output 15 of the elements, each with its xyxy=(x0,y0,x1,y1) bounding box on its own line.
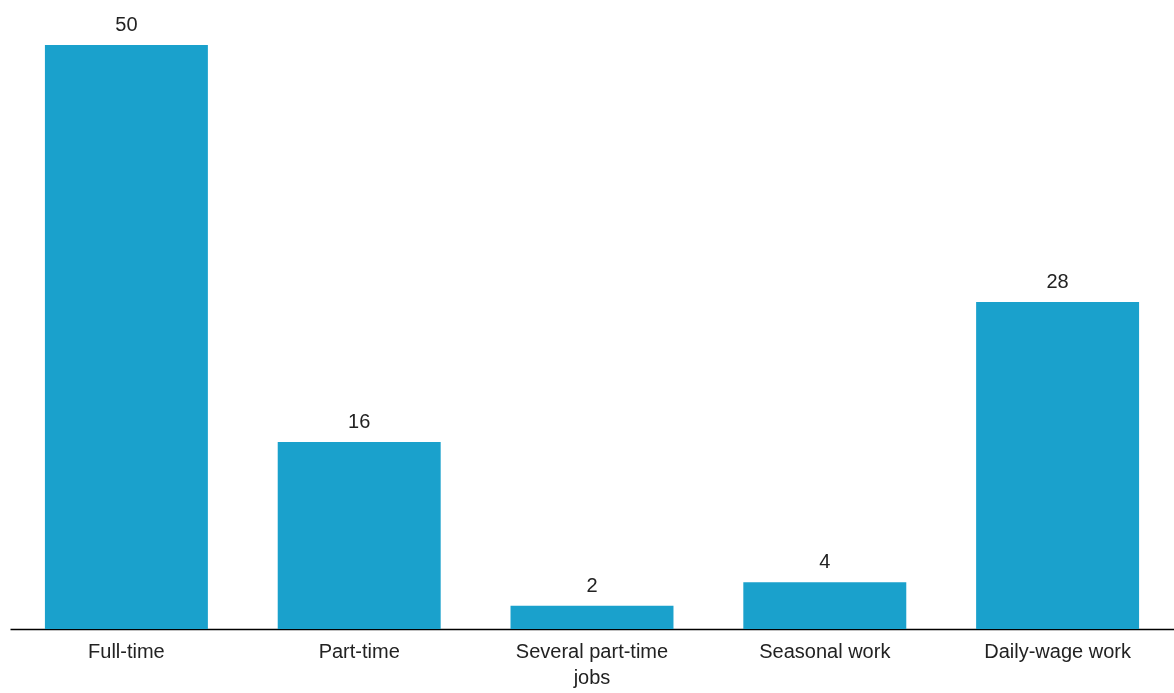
data-label: 28 xyxy=(1046,269,1069,292)
x-tick-label: Daily-wage work xyxy=(984,639,1132,662)
x-tick-label: Several part-time jobs xyxy=(515,639,669,688)
bar xyxy=(44,45,208,629)
bar xyxy=(743,582,907,629)
data-label: 50 xyxy=(115,13,138,35)
bar xyxy=(976,301,1140,629)
x-tick-label: Seasonal work xyxy=(759,639,892,662)
bar xyxy=(510,605,674,629)
x-tick-label: Part-time xyxy=(318,639,400,662)
data-label: 2 xyxy=(586,573,598,596)
data-label: 16 xyxy=(348,410,371,433)
x-tick-label: Full-time xyxy=(88,639,165,662)
data-label: 4 xyxy=(819,550,831,573)
bar xyxy=(277,442,441,629)
